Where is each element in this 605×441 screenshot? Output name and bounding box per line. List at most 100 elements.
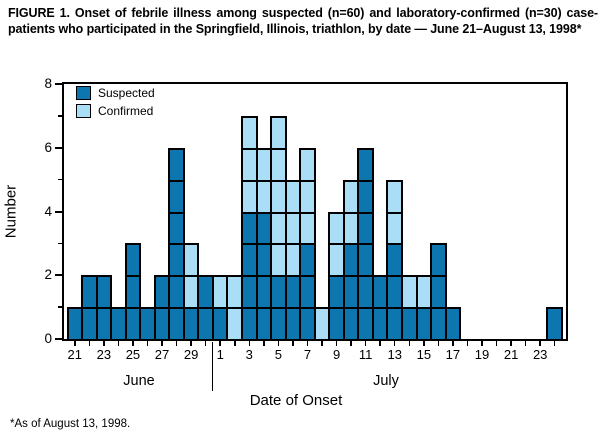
legend-swatch-confirmed [76,104,91,118]
x-axis-day-tick [234,341,236,346]
case-cell-confirmed [270,147,287,182]
x-axis-day-tick [263,341,265,346]
x-axis-tick-label: 21 [503,347,519,362]
case-cell-suspected [357,243,374,278]
case-cell-suspected [444,307,462,341]
case-cell-suspected [546,307,563,341]
x-axis-day-tick [306,341,309,346]
y-axis-major-tick [55,210,62,213]
x-axis-day-tick [248,341,251,346]
x-axis-day-tick [190,341,192,346]
x-axis-tick-label: 17 [445,347,461,362]
x-axis-tick-label: 23 [532,347,548,362]
case-cell-suspected [95,275,113,310]
x-axis-day-tick [423,341,425,346]
x-axis-tick-label: 3 [245,347,253,362]
x-axis-day-tick [117,341,120,346]
x-axis-tick-label: 27 [154,347,170,362]
case-cell-suspected [357,147,374,182]
x-axis-day-tick [495,341,498,346]
case-cell-suspected [430,243,447,278]
case-cell-confirmed [299,147,316,182]
y-axis-minor-tick [58,115,62,117]
x-axis-day-tick [335,341,338,346]
x-axis-day-tick [393,341,396,346]
case-cell-suspected [357,211,374,246]
case-cell-confirmed [386,211,403,246]
case-cell-suspected [168,179,185,214]
x-axis-tick-label: 9 [332,347,341,362]
x-axis-day-tick [132,341,134,346]
case-cell-confirmed [299,179,316,214]
case-cell-confirmed [270,115,287,150]
legend-label-suspected: Suspected [98,86,155,100]
case-cell-confirmed [182,243,200,278]
case-cell-suspected [357,179,374,214]
month-divider-line [211,342,214,391]
y-axis-tick-label: 0 [44,331,52,346]
x-axis-day-tick [379,341,381,346]
case-cell-suspected [168,147,185,182]
x-axis-day-tick [524,341,527,346]
case-cell-suspected [124,243,142,278]
x-axis-day-tick [452,341,454,346]
x-axis-tick-label: 13 [387,347,402,362]
x-axis-tick-label: 23 [96,347,112,362]
y-axis-label: Number [2,184,20,239]
x-axis-day-tick [350,341,352,346]
x-axis-day-tick [292,341,294,346]
x-axis-day-tick [437,341,440,346]
x-axis-day-tick [510,341,512,346]
x-axis-day-tick [466,341,469,346]
x-axis-day-tick [103,341,105,346]
month-label-july: July [373,373,399,389]
x-axis-day-tick [175,341,178,346]
x-axis-day-tick [321,341,323,346]
case-cell-suspected [430,275,447,310]
case-cell-suspected [299,275,316,310]
x-axis-tick-label: 5 [274,347,282,362]
x-axis-day-tick [88,341,91,346]
y-axis-major-tick [55,338,62,340]
figure-footnote: *As of August 13, 1998. [10,418,131,430]
x-axis-tick-label: 7 [303,347,312,362]
x-axis-tick-label: 29 [183,347,199,362]
y-axis-major-tick [55,146,62,149]
x-axis-day-tick [481,341,483,346]
y-axis-minor-tick [58,306,62,308]
x-axis-day-tick [219,341,221,346]
y-axis-major-tick [55,83,62,85]
x-axis-tick-label: 11 [358,347,373,362]
y-axis-tick-label: 6 [44,139,52,155]
legend-label-confirmed: Confirmed [98,104,154,118]
case-cell-suspected [124,275,142,310]
y-axis-tick-label: 2 [44,267,52,283]
y-axis-minor-tick [58,178,62,181]
y-axis-major-tick [55,274,62,277]
x-axis-tick-label: 21 [67,347,82,362]
case-cell-suspected [168,211,185,246]
case-cell-suspected [299,243,316,278]
case-cell-suspected [386,243,403,278]
x-axis-tick-label: 1 [216,347,224,362]
x-axis-day-tick [539,341,541,346]
x-axis-day-tick [277,341,280,346]
x-axis-day-tick [161,341,163,346]
legend-swatch-suspected [76,86,91,100]
case-cell-confirmed [299,211,316,246]
x-axis-day-tick [364,341,367,346]
y-axis-minor-tick [58,242,62,245]
month-label-june: June [123,373,155,389]
x-axis-day-tick [408,341,411,346]
case-cell-confirmed [386,179,403,214]
y-axis-tick-label: 8 [44,76,52,91]
x-axis-day-tick [204,341,207,346]
x-axis-tick-label: 15 [416,347,432,362]
y-axis-tick-label: 4 [44,203,52,219]
x-axis-tick-label: 19 [474,347,490,362]
x-axis-label: Date of Onset [249,392,343,409]
case-cell-confirmed [241,115,258,150]
x-axis-day-tick [74,341,76,346]
x-axis-day-tick [553,341,556,346]
